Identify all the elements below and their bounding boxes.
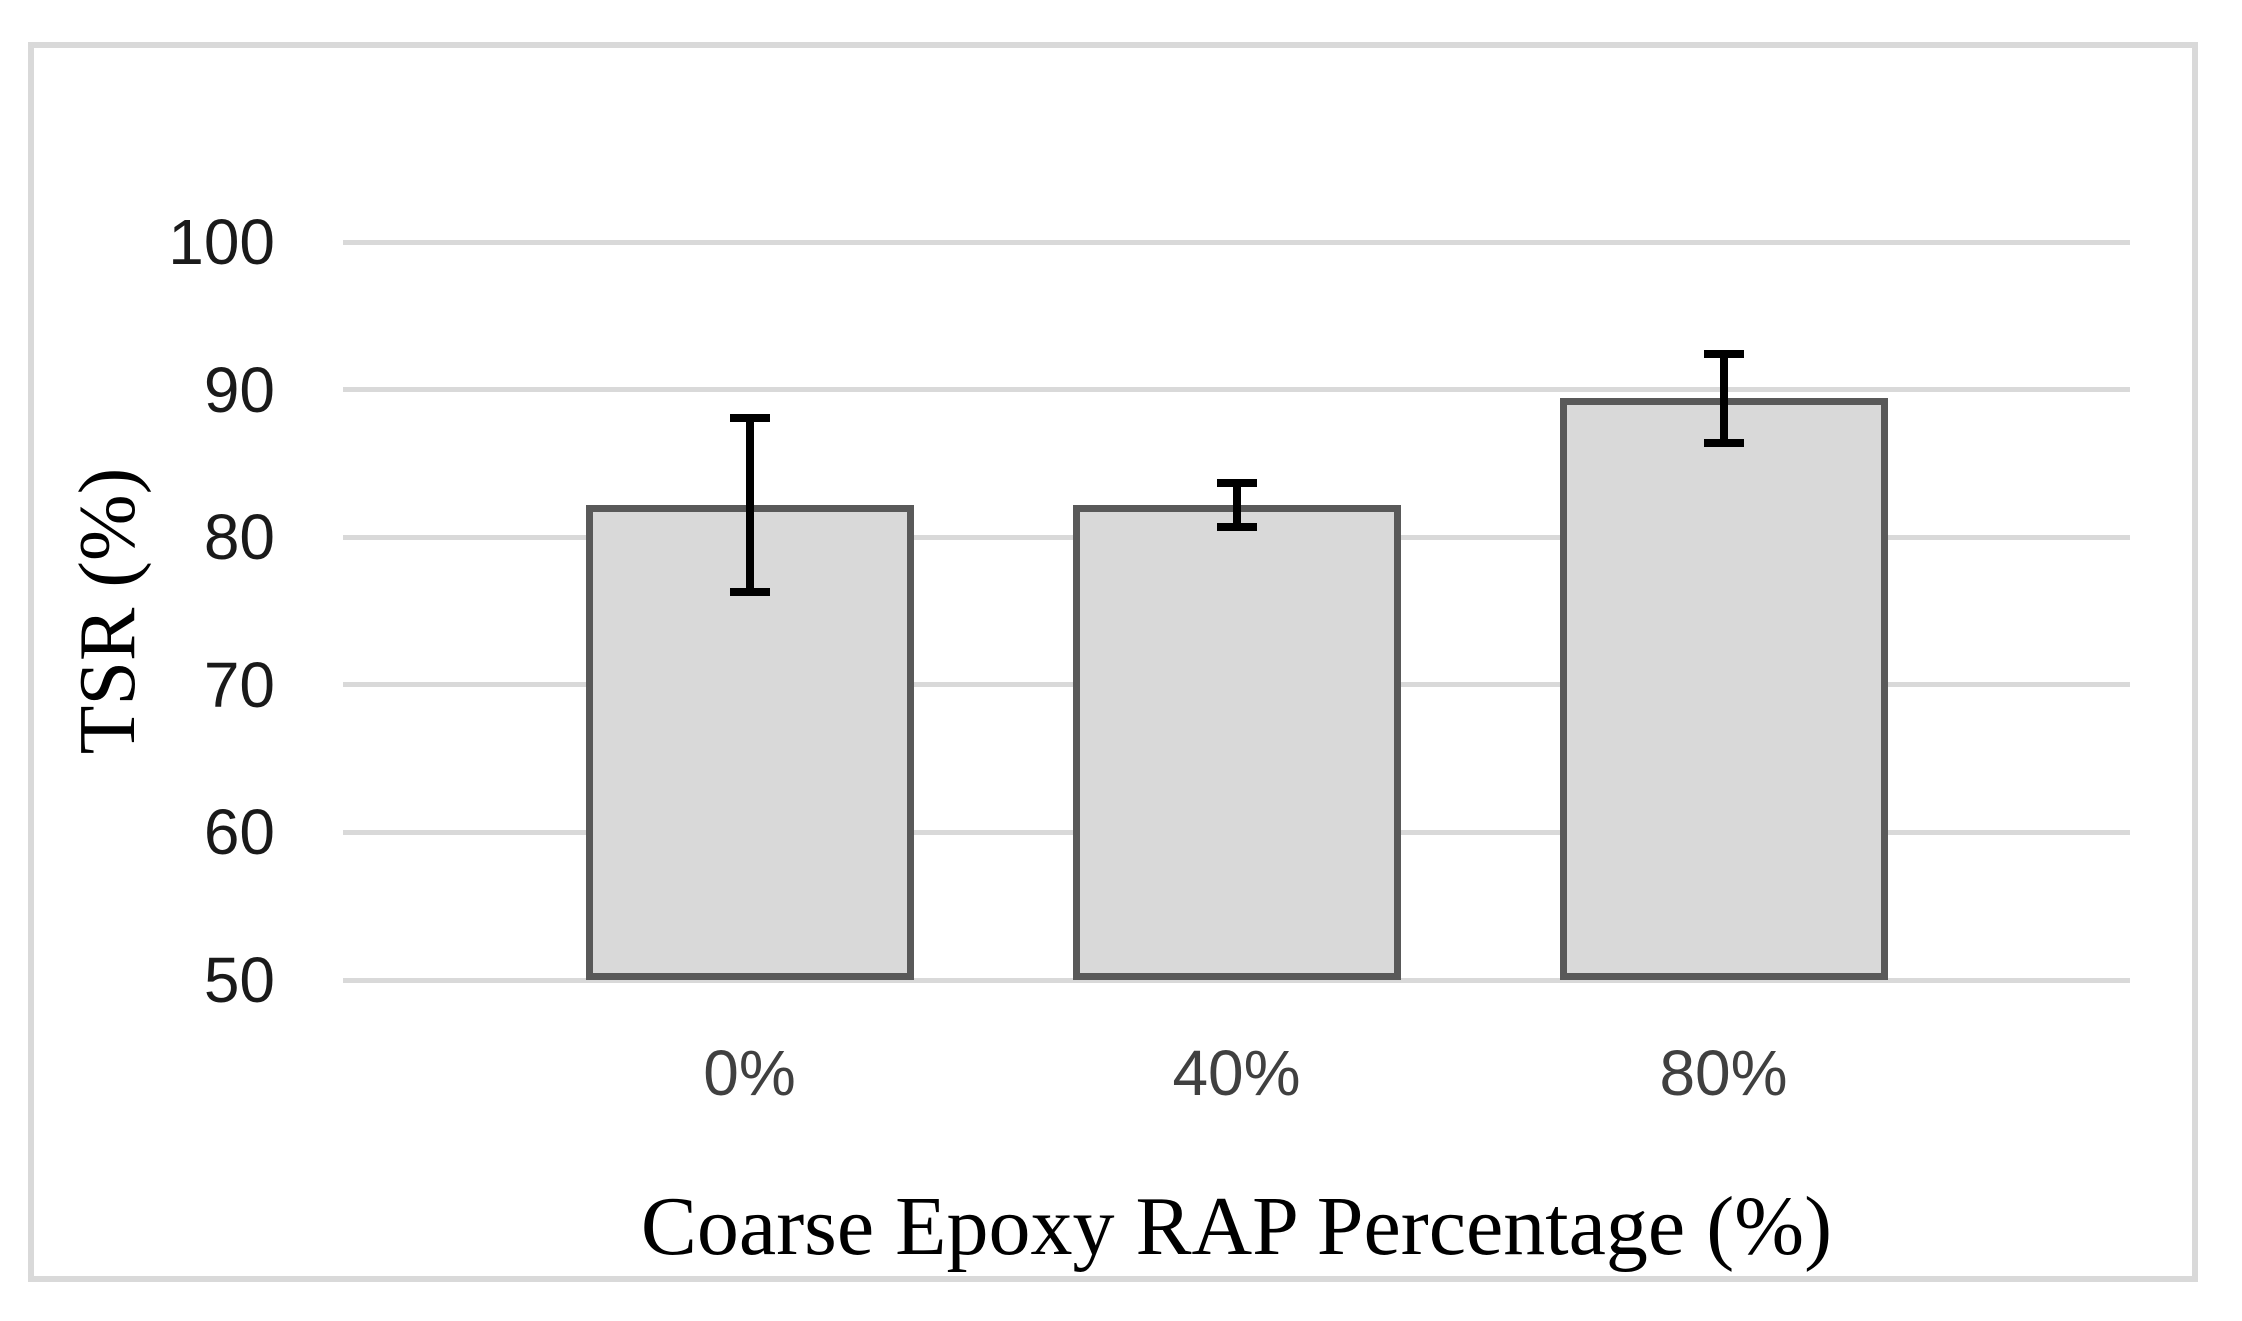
figure-border bbox=[28, 42, 2198, 1282]
y-axis-tick-labels: 50 60 70 80 90 100 bbox=[80, 210, 275, 1012]
bar-80% bbox=[1559, 398, 1888, 980]
error-bar-80% bbox=[1719, 354, 1728, 443]
error-cap-lower-40% bbox=[1216, 522, 1257, 531]
plot-area: 0% 40% 80% bbox=[343, 239, 2130, 1105]
gridline-90 bbox=[343, 387, 2130, 393]
bar-40% bbox=[1072, 504, 1401, 980]
y-axis-title: TSR (%) bbox=[64, 467, 152, 755]
y-tick-label-90: 90 bbox=[203, 353, 275, 426]
gridline-100 bbox=[343, 239, 2130, 245]
x-tick-label-40%: 40% bbox=[1172, 1037, 1301, 1109]
error-cap-upper-80% bbox=[1703, 350, 1744, 359]
error-bar-0% bbox=[745, 417, 754, 592]
error-cap-lower-80% bbox=[1703, 438, 1744, 447]
x-tick-label-80%: 80% bbox=[1659, 1037, 1788, 1109]
y-tick-label-100: 100 bbox=[168, 206, 275, 278]
x-axis-title: Coarse Epoxy RAP Percentage (%) bbox=[640, 1180, 1833, 1273]
y-tick-label-80: 80 bbox=[203, 501, 275, 574]
y-tick-label-70: 70 bbox=[203, 648, 275, 721]
y-tick-label-50: 50 bbox=[203, 944, 275, 1016]
error-bar-40% bbox=[1232, 482, 1241, 527]
gridline-50 bbox=[343, 977, 2130, 983]
x-tick-label-0%: 0% bbox=[703, 1037, 796, 1109]
error-cap-upper-40% bbox=[1216, 478, 1257, 487]
error-cap-upper-0% bbox=[729, 413, 770, 422]
y-tick-label-60: 60 bbox=[203, 796, 275, 869]
error-cap-lower-0% bbox=[729, 587, 770, 596]
